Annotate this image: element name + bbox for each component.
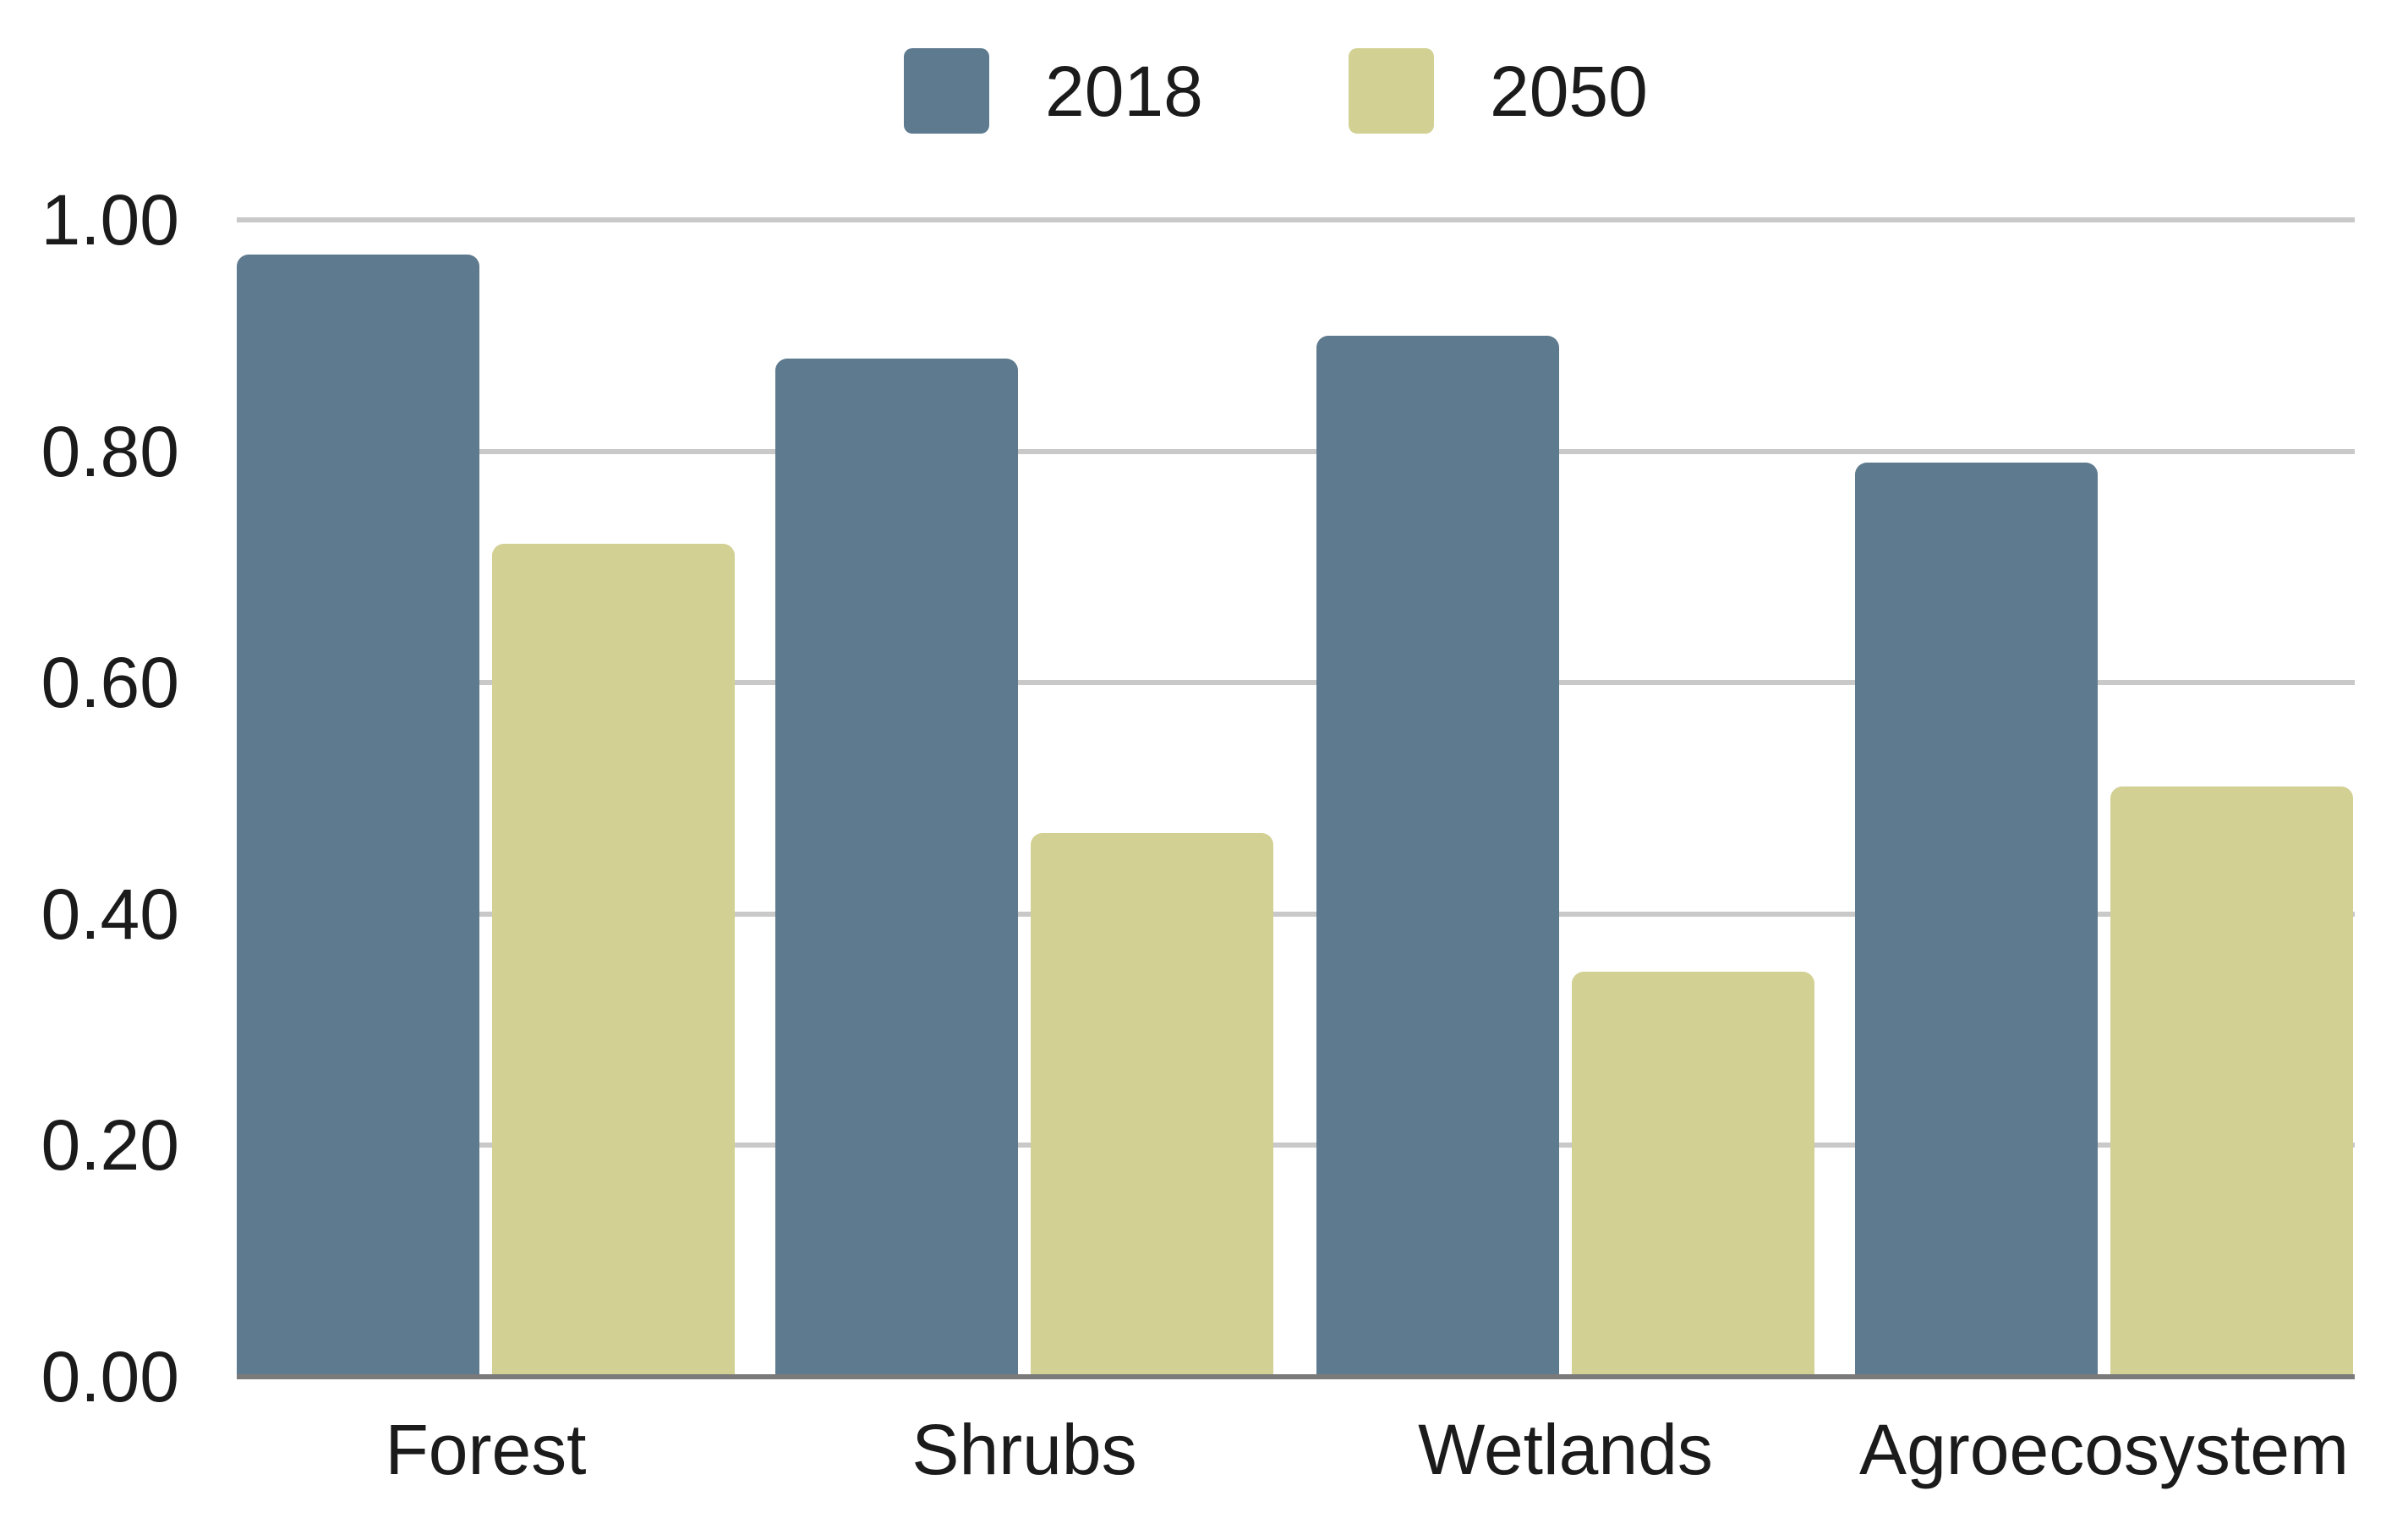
- x-axis-label-agroecosystem: Agroecosystem: [1859, 1410, 2349, 1489]
- bar-forest-2050: [492, 544, 735, 1377]
- bar-agroecosystem-2018: [1855, 463, 2098, 1377]
- x-axis-label-forest: Forest: [385, 1410, 587, 1489]
- gridline-0.80: [237, 448, 2355, 454]
- gridline-0.60: [237, 680, 2355, 686]
- legend-item-2018: 2018: [904, 48, 1203, 134]
- y-axis-tick-label: 0.80: [41, 411, 180, 491]
- gridline-1.00: [237, 217, 2355, 222]
- y-axis-tick-label: 0.00: [41, 1337, 180, 1417]
- x-axis-label-shrubs: Shrubs: [911, 1410, 1137, 1489]
- y-axis-tick-label: 1.00: [41, 180, 180, 260]
- gridline-0.20: [237, 1143, 2355, 1148]
- bar-forest-2018: [237, 255, 479, 1377]
- bar-shrubs-2050: [1031, 833, 1273, 1377]
- bar-agroecosystem-2050: [2110, 786, 2353, 1377]
- x-axis-label-wetlands: Wetlands: [1418, 1410, 1713, 1489]
- legend-swatch-2050: [1349, 48, 1434, 134]
- y-axis-tick-label: 0.20: [41, 1105, 180, 1186]
- legend-item-2050: 2050: [1349, 48, 1648, 134]
- y-axis-tick-label: 0.60: [41, 643, 180, 723]
- legend-swatch-2018: [904, 48, 989, 134]
- bar-wetlands-2018: [1316, 335, 1559, 1377]
- bar-wetlands-2050: [1572, 972, 1814, 1377]
- legend-label-2018: 2018: [1045, 51, 1203, 131]
- legend-label-2050: 2050: [1490, 51, 1648, 131]
- x-axis-line: [237, 1374, 2355, 1379]
- y-axis-tick-label: 0.40: [41, 874, 180, 954]
- gridline-0.40: [237, 911, 2355, 917]
- bar-shrubs-2018: [775, 359, 1018, 1377]
